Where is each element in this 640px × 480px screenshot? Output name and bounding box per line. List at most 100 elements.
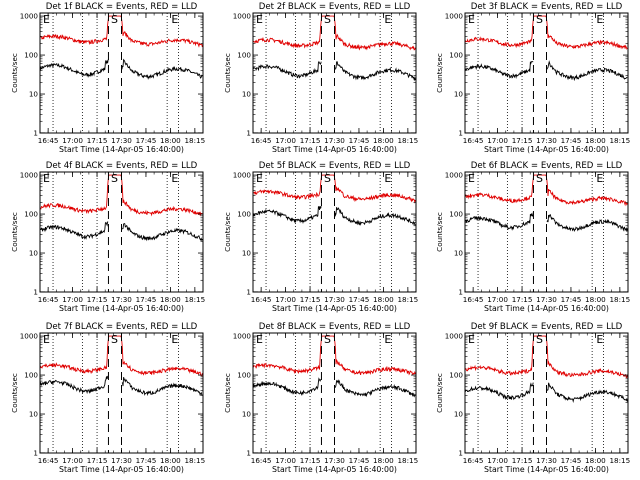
y-axis-label: Counts/sec xyxy=(10,373,19,413)
panel-title: Det 9f BLACK = Events, RED = LLD xyxy=(471,322,623,332)
x-tick-label: 18:15 xyxy=(397,136,418,145)
x-tick-label: 16:45 xyxy=(463,136,484,145)
y-axis-label: Counts/sec xyxy=(10,212,19,252)
y-tick-label: 10 xyxy=(242,90,252,99)
events-series-line xyxy=(252,60,416,82)
marker-label-e: E xyxy=(256,172,263,185)
events-series-line xyxy=(39,58,203,80)
x-axis-label: Start Time (14-Apr-05 16:40:00) xyxy=(484,465,609,474)
x-axis-label: Start Time (14-Apr-05 16:40:00) xyxy=(59,145,184,154)
marker-label-e: E xyxy=(171,13,178,26)
y-axis-label: Counts/sec xyxy=(435,373,444,413)
marker-label-e: E xyxy=(596,333,603,346)
marker-label-e: E xyxy=(256,13,263,26)
x-axis-label: Start Time (14-Apr-05 16:40:00) xyxy=(272,145,397,154)
marker-label-e: E xyxy=(384,333,391,346)
x-tick-label: 17:00 xyxy=(275,456,296,465)
x-tick-label: 17:15 xyxy=(300,136,321,145)
x-tick-label: 17:45 xyxy=(561,295,582,304)
events-series-line xyxy=(252,377,416,398)
x-tick-label: 17:45 xyxy=(349,136,370,145)
detector-panel-8: Det 8f BLACK = Events, RED = LLD 1 10 100 10… xyxy=(223,322,418,474)
x-tick-label: 18:15 xyxy=(184,295,205,304)
x-tick-label: 17:30 xyxy=(111,295,132,304)
x-axis-label: Start Time (14-Apr-05 16:40:00) xyxy=(59,304,184,313)
y-tick-label: 1000 xyxy=(20,171,39,180)
y-tick-label: 1000 xyxy=(233,171,252,180)
marker-label-e: E xyxy=(384,13,391,26)
marker-label-e: E xyxy=(468,172,475,185)
y-tick-label: 1 xyxy=(246,128,251,137)
panel-title: Det 8f BLACK = Events, RED = LLD xyxy=(259,322,411,332)
y-tick-label: 100 xyxy=(449,371,463,380)
detector-panel-4: Det 4f BLACK = Events, RED = LLD 1 10 100 10… xyxy=(10,161,205,313)
y-tick-label: 10 xyxy=(29,249,39,258)
x-axis-label: Start Time (14-Apr-05 16:40:00) xyxy=(484,304,609,313)
x-tick-label: 17:15 xyxy=(87,136,108,145)
events-series-line xyxy=(464,382,628,403)
x-tick-label: 17:45 xyxy=(136,295,157,304)
x-tick-label: 17:15 xyxy=(300,295,321,304)
marker-label-s: S xyxy=(111,172,118,185)
marker-label-s: S xyxy=(324,333,331,346)
y-tick-label: 100 xyxy=(237,371,251,380)
x-tick-label: 18:00 xyxy=(160,295,181,304)
marker-label-e: E xyxy=(43,172,50,185)
y-tick-label: 1 xyxy=(33,287,38,296)
y-tick-label: 100 xyxy=(24,210,38,219)
x-axis-label: Start Time (14-Apr-05 16:40:00) xyxy=(59,465,184,474)
panel-title: Det 3f BLACK = Events, RED = LLD xyxy=(471,2,623,12)
y-tick-label: 100 xyxy=(237,210,251,219)
panel-title: Det 1f BLACK = Events, RED = LLD xyxy=(46,2,198,12)
x-tick-label: 18:15 xyxy=(184,456,205,465)
x-tick-label: 17:00 xyxy=(275,136,296,145)
x-tick-label: 18:00 xyxy=(585,295,606,304)
x-tick-label: 17:15 xyxy=(512,456,533,465)
marker-label-e: E xyxy=(384,172,391,185)
y-tick-label: 100 xyxy=(24,51,38,60)
y-tick-label: 10 xyxy=(29,90,39,99)
marker-label-e: E xyxy=(43,13,50,26)
x-tick-label: 17:30 xyxy=(111,136,132,145)
y-tick-label: 100 xyxy=(449,210,463,219)
y-tick-label: 10 xyxy=(29,410,39,419)
x-tick-label: 16:45 xyxy=(251,456,272,465)
x-tick-label: 17:15 xyxy=(300,456,321,465)
x-axis-label: Start Time (14-Apr-05 16:40:00) xyxy=(272,465,397,474)
marker-label-s: S xyxy=(536,13,543,26)
x-tick-label: 18:15 xyxy=(609,136,630,145)
panel-title: Det 2f BLACK = Events, RED = LLD xyxy=(259,2,411,12)
events-series-line xyxy=(464,212,628,233)
marker-label-s: S xyxy=(324,13,331,26)
y-tick-label: 1000 xyxy=(233,12,252,21)
y-tick-label: 1 xyxy=(33,128,38,137)
x-axis-label: Start Time (14-Apr-05 16:40:00) xyxy=(272,304,397,313)
marker-label-e: E xyxy=(171,333,178,346)
x-tick-label: 18:00 xyxy=(585,136,606,145)
x-tick-label: 17:45 xyxy=(561,456,582,465)
x-tick-label: 16:45 xyxy=(251,295,272,304)
x-tick-label: 17:30 xyxy=(324,295,345,304)
marker-label-e: E xyxy=(171,172,178,185)
x-tick-label: 17:45 xyxy=(349,295,370,304)
x-tick-label: 18:15 xyxy=(184,136,205,145)
marker-label-s: S xyxy=(324,172,331,185)
y-tick-label: 1 xyxy=(246,287,251,296)
x-tick-label: 18:00 xyxy=(373,456,394,465)
marker-label-e: E xyxy=(468,13,475,26)
marker-label-e: E xyxy=(468,333,475,346)
detector-panel-5: Det 5f BLACK = Events, RED = LLD 1 10 100 10… xyxy=(223,161,418,313)
x-tick-label: 16:45 xyxy=(38,295,59,304)
y-tick-label: 100 xyxy=(237,51,251,60)
events-series-line xyxy=(464,60,628,82)
x-tick-label: 18:15 xyxy=(397,295,418,304)
y-axis-label: Counts/sec xyxy=(223,212,232,252)
x-tick-label: 17:45 xyxy=(349,456,370,465)
x-tick-label: 17:00 xyxy=(487,136,508,145)
y-tick-label: 10 xyxy=(242,410,252,419)
x-tick-label: 18:15 xyxy=(609,456,630,465)
x-tick-label: 18:15 xyxy=(609,295,630,304)
x-axis-label: Start Time (14-Apr-05 16:40:00) xyxy=(484,145,609,154)
marker-label-s: S xyxy=(111,13,118,26)
